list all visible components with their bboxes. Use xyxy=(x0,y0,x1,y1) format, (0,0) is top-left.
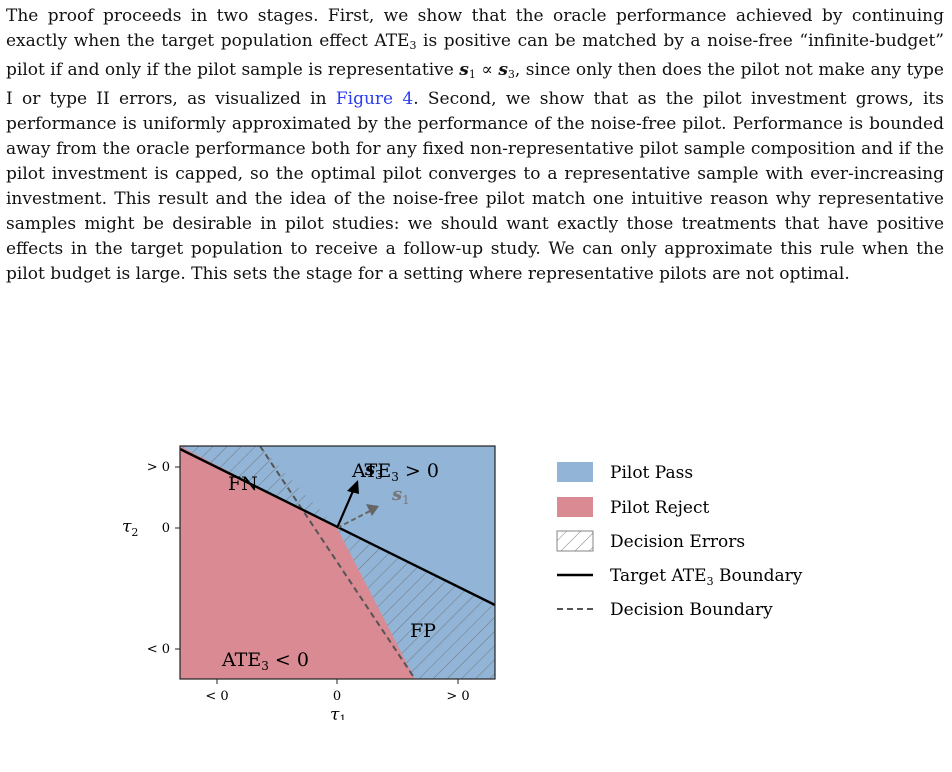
s3-label: s3 xyxy=(364,459,383,482)
ytick-top: > 0 xyxy=(147,460,170,475)
body-paragraph: The proof proceeds in two stages. First,… xyxy=(6,6,944,284)
legend-label-target: Target ATE3 Boundary xyxy=(610,566,803,588)
legend-label-decision: Decision Boundary xyxy=(610,600,773,620)
legend: Pilot Pass Pilot Reject Decision Errors … xyxy=(556,462,803,620)
ytick-bot: < 0 xyxy=(147,642,170,657)
s3-arrowhead xyxy=(347,480,359,494)
xtick-right: > 0 xyxy=(446,689,469,704)
s1-arrowhead xyxy=(366,504,379,516)
legend-swatch-pass xyxy=(557,462,593,482)
legend-label-reject: Pilot Reject xyxy=(610,498,709,518)
y-axis-label: τ2 xyxy=(122,517,138,539)
decision-boundary-line xyxy=(259,446,416,679)
legend-label-errors: Decision Errors xyxy=(610,532,745,552)
ate-positive-label: ATE3 > 0 xyxy=(351,460,439,484)
decision-diagram: FN FP ATE3 > 0 ATE3 < 0 s3 s1 > 0 0 < 0 … xyxy=(122,445,803,726)
s3-vector xyxy=(335,490,355,529)
s1-vector xyxy=(336,510,371,529)
fn-label: FN xyxy=(228,473,258,495)
figure-4: FN FP ATE3 > 0 ATE3 < 0 s3 s1 > 0 0 < 0 … xyxy=(120,440,860,726)
xtick-left: < 0 xyxy=(205,689,228,704)
ytick-mid: 0 xyxy=(162,521,170,536)
xtick-mid: 0 xyxy=(333,689,341,704)
fp-label: FP xyxy=(410,620,436,642)
ate-negative-label: ATE3 < 0 xyxy=(221,649,309,673)
s1-label: s1 xyxy=(391,484,410,507)
legend-swatch-errors xyxy=(556,530,594,552)
fp-hatched-region xyxy=(337,528,495,679)
figure-4-link[interactable]: Figure 4 xyxy=(335,89,414,109)
legend-label-pass: Pilot Pass xyxy=(610,463,693,483)
x-axis-label: τ1 xyxy=(330,705,346,720)
plot-area xyxy=(180,446,495,679)
legend-swatch-reject xyxy=(557,497,593,517)
